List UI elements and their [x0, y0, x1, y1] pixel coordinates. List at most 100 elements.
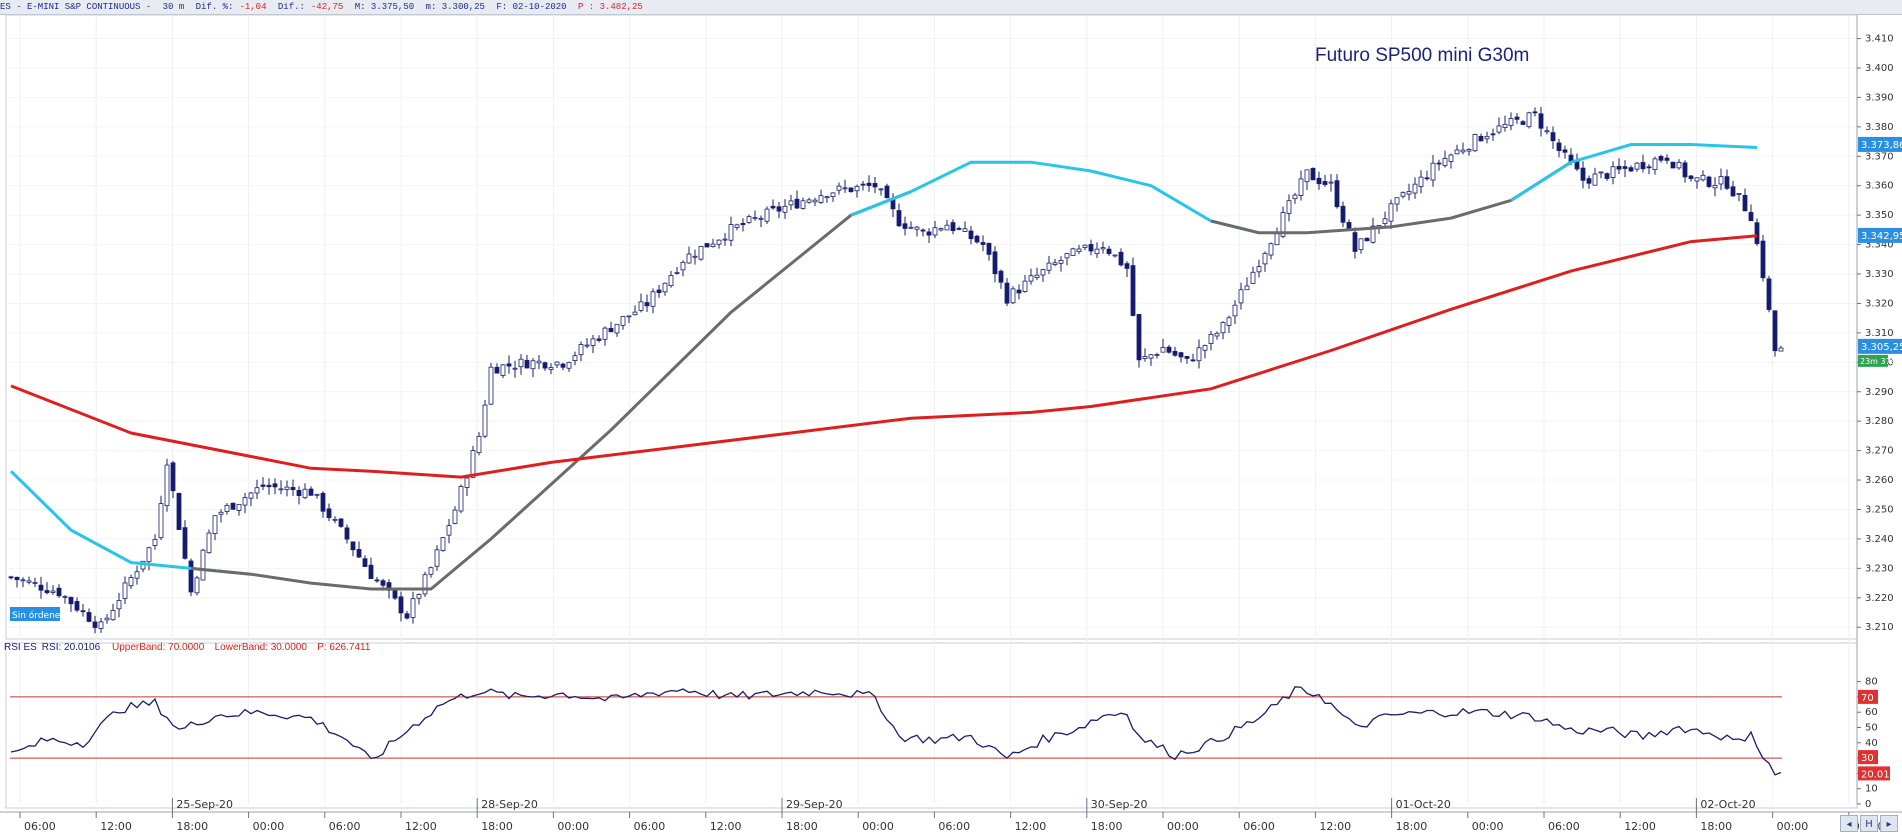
candle-body	[734, 224, 740, 228]
x-tick-label: 18:00	[1700, 820, 1732, 833]
candle-body	[308, 488, 314, 496]
candle-body	[788, 200, 794, 206]
x-tick-label: 12:00	[1624, 820, 1656, 833]
candle-body	[596, 338, 602, 341]
candle-body	[896, 210, 902, 227]
candle-body	[1508, 118, 1514, 126]
timer-label-bg	[1858, 354, 1888, 367]
candle-body	[1334, 180, 1340, 208]
candle-body	[80, 610, 86, 613]
candle-body	[1736, 193, 1742, 195]
candle-body	[26, 580, 32, 583]
x-tick-label: 12:00	[1015, 820, 1047, 833]
candle-body	[1394, 197, 1400, 205]
candle-body	[350, 541, 356, 551]
candle-body	[368, 564, 374, 580]
candle-body	[572, 355, 578, 361]
candle-body	[1052, 262, 1058, 265]
rsi-y-tick-label: 10	[1865, 784, 1878, 795]
moving-averages	[9, 143, 1758, 591]
candle-body	[1358, 238, 1364, 251]
candle-body	[1226, 317, 1232, 326]
candle-body	[902, 223, 908, 229]
candle-body	[1280, 212, 1286, 237]
candle-body	[1148, 354, 1154, 359]
candle-body	[1418, 176, 1424, 187]
rsi-value-tag: 20.01	[1861, 769, 1890, 780]
candle-body	[1664, 157, 1670, 161]
candle-body	[830, 192, 836, 197]
candle-body	[8, 576, 14, 579]
candle-body	[38, 584, 44, 591]
y-tick-label: 3.210	[1865, 622, 1894, 633]
candle-body	[470, 450, 476, 478]
candle-body	[542, 362, 548, 369]
candle-body	[944, 224, 950, 231]
candle-body	[1730, 186, 1736, 197]
candle-body	[1256, 266, 1262, 273]
scroll-left-button[interactable]: ◂	[1840, 815, 1858, 832]
candle-body	[824, 196, 830, 199]
dif-value: -42,75	[310, 2, 344, 12]
candle-body	[254, 487, 260, 494]
upper-band-tag: 70	[1861, 693, 1874, 704]
x-tick-label: 12:00	[1319, 820, 1351, 833]
x-tick-label: 00:00	[253, 820, 285, 833]
y-tick-label: 3.350	[1865, 210, 1894, 221]
candle-body	[182, 527, 188, 559]
rsi-header-part: RSI ES	[4, 642, 37, 653]
candle-body	[146, 547, 152, 563]
candle-body	[1202, 345, 1208, 351]
x-tick-label: 06:00	[938, 820, 970, 833]
candle-body	[452, 509, 458, 524]
candle-body	[530, 360, 536, 370]
x-tick-label: 06:00	[634, 820, 666, 833]
candle-body	[104, 617, 110, 621]
candle-body	[1124, 263, 1130, 269]
rsi-line	[10, 686, 1782, 776]
candle-body	[1760, 240, 1766, 279]
date-label: 29-Sep-20	[786, 798, 843, 811]
candle-body	[1472, 134, 1478, 152]
candle-body	[1640, 162, 1646, 170]
candle-body	[1154, 354, 1160, 356]
scroll-right-button[interactable]: ▸	[1880, 815, 1898, 832]
candle-body	[1178, 352, 1184, 358]
candle-body	[914, 226, 920, 230]
candle-body	[62, 595, 68, 598]
candle-body	[770, 205, 776, 209]
candle-body	[644, 302, 650, 307]
x-tick-label: 00:00	[1167, 820, 1199, 833]
candle-body	[938, 228, 944, 231]
candle-body	[1658, 156, 1664, 161]
rsi-y-tick-label: 50	[1865, 723, 1878, 734]
candle-body	[1424, 177, 1430, 180]
candle-body	[800, 200, 806, 209]
candle-body	[608, 327, 614, 333]
date-label: 25-Sep-20	[176, 798, 233, 811]
candle-body	[32, 582, 38, 584]
candle-body	[1622, 166, 1628, 169]
candle-body	[260, 484, 266, 487]
candle-body	[440, 537, 446, 551]
candle-body	[206, 532, 212, 554]
candle-body	[1526, 112, 1532, 128]
candle-body	[1088, 244, 1094, 252]
candle-body	[794, 198, 800, 209]
zoom-fit-button[interactable]: H	[1860, 815, 1878, 832]
candle-body	[626, 315, 632, 318]
candle-body	[326, 508, 332, 519]
cyan-moving-average	[1510, 143, 1758, 202]
candle-body	[752, 217, 758, 219]
candle-body	[1136, 314, 1142, 361]
candle-body	[1118, 251, 1124, 266]
candle-body	[1208, 333, 1214, 344]
candle-body	[1328, 181, 1334, 184]
candle-body	[230, 502, 236, 510]
candle-body	[380, 580, 386, 586]
candle-body	[1142, 356, 1148, 359]
candle-body	[1244, 285, 1250, 291]
candle-body	[14, 576, 20, 581]
candle-body	[764, 208, 770, 222]
